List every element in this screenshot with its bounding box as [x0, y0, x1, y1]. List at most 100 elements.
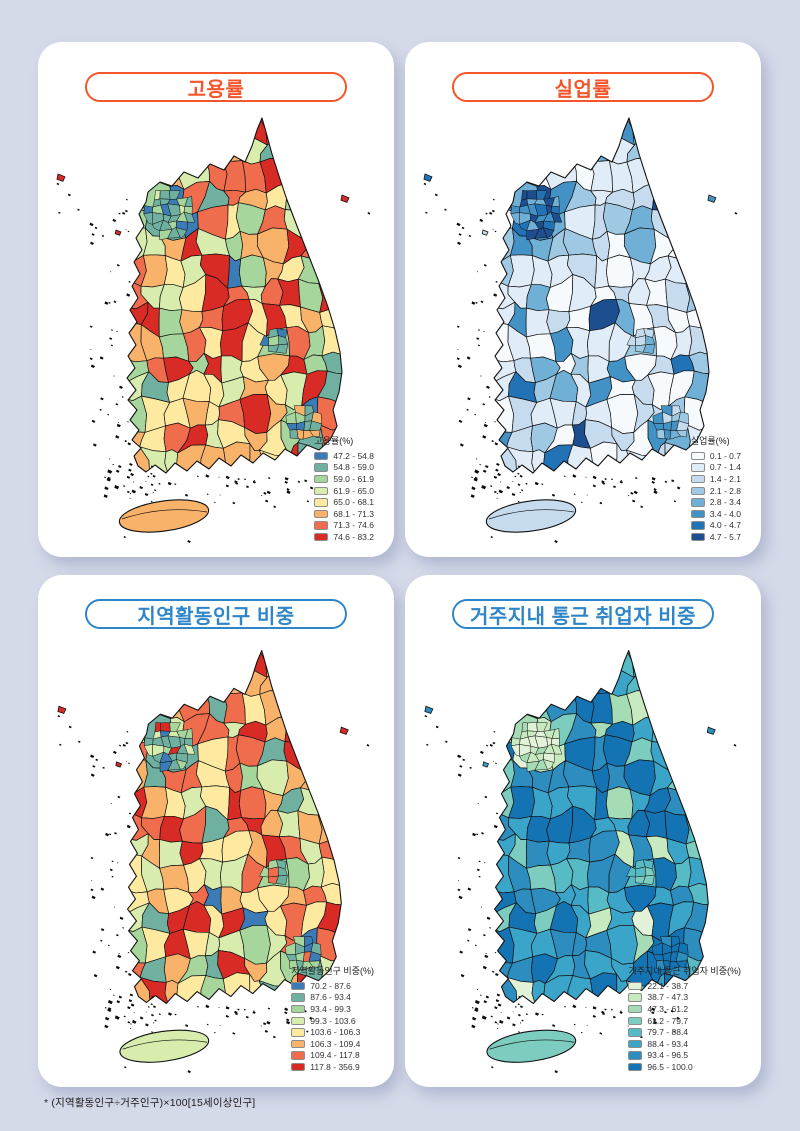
legend-row: 59.0 - 61.9 [314, 473, 374, 485]
legend-row: 70.2 - 87.6 [291, 980, 374, 992]
legend-row: 2.8 - 3.4 [690, 497, 741, 509]
legend-swatch [690, 474, 705, 484]
legend-label: 99.3 - 103.6 [310, 1015, 356, 1026]
legend-swatch [690, 486, 705, 496]
legend-row: 68.1 - 71.3 [314, 508, 374, 520]
legend-label: 22.1 - 38.7 [647, 980, 689, 991]
commute-within-residence-choropleth-map [424, 650, 737, 1074]
legend-label: 106.3 - 109.4 [310, 1038, 361, 1049]
legend-title: 지역활동인구 비중(%) [291, 966, 374, 977]
map-title: 거주지내 통근 취업자 비중 [469, 605, 697, 628]
legend-swatch [314, 498, 329, 507]
legend-label: 38.7 - 47.3 [647, 992, 689, 1003]
legend-row: 99.3 - 103.6 [291, 1015, 374, 1027]
legend-swatch [628, 981, 643, 991]
legend-row: 0.1 - 0.7 [690, 450, 741, 462]
legend-label: 0.1 - 0.7 [709, 450, 741, 461]
active-population-share-choropleth-map [57, 650, 370, 1074]
legend-row: 54.8 - 59.0 [314, 462, 374, 474]
legend-row: 61.9 - 65.0 [314, 485, 374, 497]
map-legend: 지역활동인구 비중(%) 70.2 - 87.6 87.6 - 93.4 93.4 … [291, 967, 374, 1073]
map-card-employment-rate: 고용률 고용률(%) 47.2 - 54.8 54.8 - 59.0 59.0 - … [38, 42, 394, 557]
legend-swatch [690, 532, 705, 542]
legend-swatch [314, 509, 329, 519]
legend-row: 1.4 - 2.1 [690, 473, 741, 485]
legend-swatch [291, 981, 306, 991]
legend-label: 4.7 - 5.7 [709, 531, 741, 542]
legend-label: 103.6 - 106.3 [310, 1027, 361, 1038]
legend-row: 4.0 - 4.7 [690, 520, 741, 532]
legend-swatch [314, 463, 329, 472]
legend-swatch [628, 1004, 643, 1014]
legend-swatch [628, 1016, 643, 1026]
map-title-pill: 고용률 [85, 72, 347, 102]
legend-swatch [628, 993, 643, 1002]
legend-rows: 70.2 - 87.6 87.6 - 93.4 93.4 - 99.3 99.3 - … [291, 980, 374, 1073]
legend-row: 109.4 - 117.8 [291, 1050, 374, 1062]
legend-label: 47.2 - 54.8 [333, 450, 374, 461]
legend-label: 54.8 - 59.0 [333, 462, 374, 473]
legend-swatch [690, 463, 705, 472]
map-title: 실업률 [554, 78, 612, 101]
legend-swatch [628, 1039, 643, 1049]
legend-label: 47.3 - 61.2 [647, 1003, 689, 1014]
legend-swatch [291, 1051, 306, 1060]
map-legend: 실업률(%) 0.1 - 0.7 0.7 - 1.4 1.4 - 2.1 2.1 - … [690, 436, 741, 543]
legend-swatch [291, 1016, 306, 1026]
legend-swatch [690, 498, 705, 507]
legend-row: 71.3 - 74.6 [314, 520, 374, 532]
legend-swatch [690, 521, 705, 530]
legend-label: 59.0 - 61.9 [333, 473, 374, 484]
legend-swatch [291, 1039, 306, 1049]
legend-title: 실업률(%) [690, 436, 730, 447]
legend-row: 47.3 - 61.2 [628, 1003, 741, 1015]
legend-swatch [291, 993, 306, 1002]
legend-label: 71.3 - 74.6 [333, 520, 374, 531]
legend-row: 2.1 - 2.8 [690, 485, 741, 497]
legend-label: 93.4 - 96.5 [647, 1050, 689, 1061]
legend-swatch [314, 474, 329, 484]
legend-row: 96.5 - 100.0 [628, 1061, 741, 1073]
map-card-active-population-share: 지역활동인구 비중 지역활동인구 비중(%) 70.2 - 87.6 87.6 -… [38, 575, 394, 1087]
legend-row: 38.7 - 47.3 [628, 992, 741, 1004]
legend-row: 22.1 - 38.7 [628, 980, 741, 992]
legend-swatch [291, 1004, 306, 1014]
legend-row: 88.4 - 93.4 [628, 1038, 741, 1050]
legend-swatch [628, 1062, 643, 1072]
legend-label: 68.1 - 71.3 [333, 508, 374, 519]
legend-label: 88.4 - 93.4 [647, 1038, 689, 1049]
map-card-commute-within-residence: 거주지내 통근 취업자 비중 거주지내 통근 취업자 비중(%) 22.1 - … [405, 575, 761, 1087]
legend-title: 거주지내 통근 취업자 비중(%) [628, 966, 741, 977]
legend-row: 79.7 - 88.4 [628, 1027, 741, 1039]
legend-title: 고용률(%) [314, 436, 354, 447]
legend-swatch [628, 1028, 643, 1037]
legend-row: 61.2 - 79.7 [628, 1015, 741, 1027]
legend-label: 65.0 - 68.1 [333, 497, 374, 508]
legend-label: 61.9 - 65.0 [333, 485, 374, 496]
legend-row: 47.2 - 54.8 [314, 450, 374, 462]
legend-row: 87.6 - 93.4 [291, 992, 374, 1004]
footnote: * (지역활동인구÷거주인구)×100[15세이상인구] [44, 1097, 256, 1109]
legend-row: 0.7 - 1.4 [690, 462, 741, 474]
legend-swatch [314, 532, 329, 542]
legend-label: 2.1 - 2.8 [709, 485, 741, 496]
map-card-unemployment-rate: 실업률 실업률(%) 0.1 - 0.7 0.7 - 1.4 1.4 - 2.1 2.… [405, 42, 761, 557]
unemployment-rate-choropleth-map [423, 117, 738, 543]
legend-swatch [314, 521, 329, 530]
legend-label: 74.6 - 83.2 [333, 531, 374, 542]
map-title-pill: 실업률 [452, 72, 714, 102]
legend-rows: 0.1 - 0.7 0.7 - 1.4 1.4 - 2.1 2.1 - 2.8 2.8 … [690, 450, 741, 543]
legend-label: 117.8 - 356.9 [310, 1061, 360, 1072]
legend-label: 61.2 - 79.7 [647, 1015, 689, 1026]
employment-rate-choropleth-map [56, 117, 371, 543]
legend-row: 106.3 - 109.4 [291, 1038, 374, 1050]
legend-swatch [291, 1028, 306, 1037]
legend-swatch [291, 1062, 306, 1072]
legend-label: 3.4 - 4.0 [709, 508, 741, 519]
legend-label: 2.8 - 3.4 [709, 497, 741, 508]
map-legend: 고용률(%) 47.2 - 54.8 54.8 - 59.0 59.0 - 61.9… [314, 437, 374, 543]
legend-label: 4.0 - 4.7 [709, 520, 741, 531]
legend-row: 93.4 - 99.3 [291, 1003, 374, 1015]
legend-swatch [628, 1051, 643, 1060]
map-title: 지역활동인구 비중 [137, 605, 295, 628]
